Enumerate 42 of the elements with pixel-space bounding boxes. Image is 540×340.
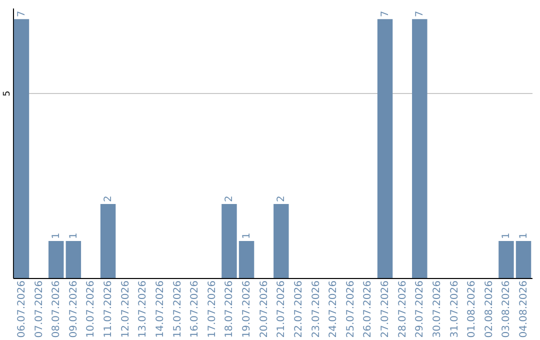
x-tick-label: 24.07.2026 [328, 280, 340, 338]
x-tick-label: 19.07.2026 [242, 280, 253, 338]
x-tick-label: 27.07.2026 [380, 280, 392, 338]
x-tick-label: 30.07.2026 [432, 280, 443, 338]
data-label: 1 [68, 232, 80, 240]
x-tick-label: 28.07.2026 [397, 280, 408, 338]
x-tick-label: 01.08.2026 [466, 280, 478, 338]
data-label: 7 [414, 10, 426, 18]
x-tick-label: 11.07.2026 [103, 280, 114, 338]
x-tick-label: 08.07.2026 [51, 280, 62, 338]
data-label: 2 [224, 196, 236, 202]
x-tick-label: 29.07.2026 [414, 280, 426, 338]
data-label: 7 [380, 10, 392, 18]
x-tick-label: 26.07.2026 [362, 280, 374, 338]
x-tick-label: 16.07.2026 [190, 280, 201, 338]
y-tick-label: 5 [2, 90, 12, 96]
data-label: 7 [16, 10, 28, 18]
x-tick-label: 02.08.2026 [484, 280, 495, 338]
data-label: 1 [51, 232, 62, 240]
x-tick-label: 23.07.2026 [310, 280, 322, 338]
x-tick-label: 03.08.2026 [501, 280, 512, 338]
x-tick-label: 22.07.2026 [293, 280, 304, 338]
data-label: 1 [242, 232, 253, 240]
x-tick-label: 21.07.2026 [276, 280, 288, 338]
x-tick-label: 10.07.2026 [86, 280, 97, 338]
data-label: 1 [518, 232, 530, 240]
x-tick-label: 14.07.2026 [154, 280, 166, 338]
x-tick-label: 25.07.2026 [345, 280, 356, 338]
x-tick-label: 04.08.2026 [518, 280, 530, 338]
x-tick-label: 12.07.2026 [120, 280, 132, 338]
x-tick-label: 13.07.2026 [138, 280, 149, 338]
data-label: 2 [276, 196, 288, 202]
data-label: 1 [501, 232, 512, 240]
x-tick-label: 07.07.2026 [34, 280, 45, 338]
x-tick-label: 18.07.2026 [224, 280, 236, 338]
x-tick-label: 15.07.2026 [172, 280, 184, 338]
data-label: 2 [103, 196, 114, 202]
x-tick-label: 31.07.2026 [449, 280, 460, 338]
x-tick-label: 17.07.2026 [206, 280, 218, 338]
x-tick-label: 06.07.2026 [16, 280, 28, 338]
x-tick-label: 09.07.2026 [68, 280, 80, 338]
x-tick-label: 20.07.2026 [258, 280, 270, 338]
